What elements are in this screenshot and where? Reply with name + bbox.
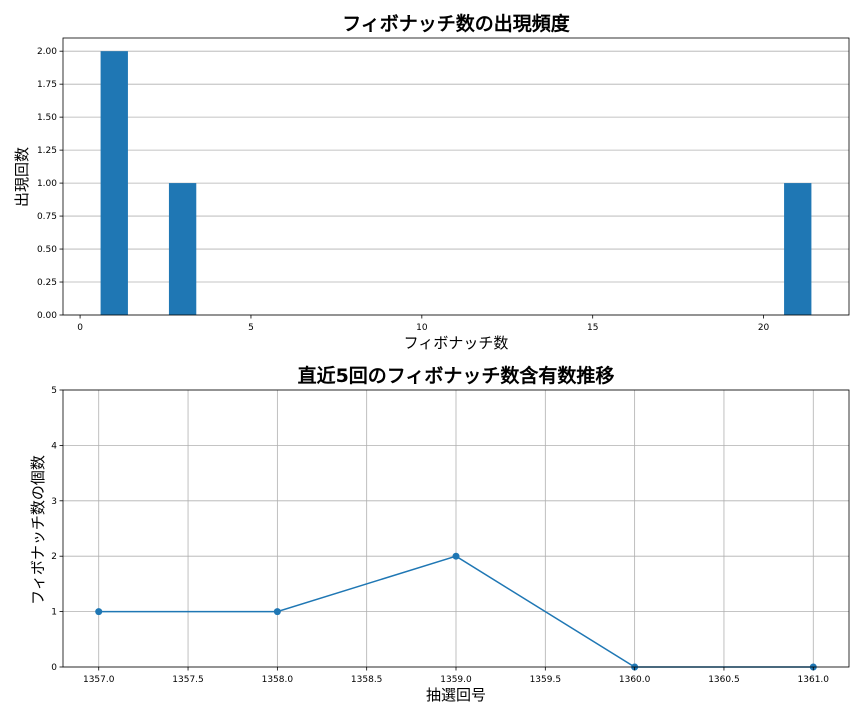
chart2-y-tick-label: 4 (51, 441, 57, 451)
chart1-bar (100, 51, 128, 315)
chart2-x-tick-label: 1360.5 (708, 675, 740, 685)
chart2-y-tick-label: 3 (51, 497, 57, 507)
chart2-x-ticks: 1357.0 1357.5 1358.0 1358.5 1359.0 1359.5 1360… (83, 667, 829, 685)
chart2-y-tick-label: 1 (51, 608, 57, 618)
chart2-data-point (452, 552, 460, 560)
chart1-x-ticks: 0 5 10 15 20 (77, 315, 770, 333)
chart1-y-tick-label: 1.50 (37, 113, 57, 123)
chart1-x-tick-label: 0 (77, 323, 83, 333)
chart2-gridlines (63, 389, 849, 668)
chart1-bar (168, 183, 197, 315)
chart2-y-axis-label: フィボナッチ数の個数 (29, 455, 47, 605)
chart1-x-tick-label: 5 (248, 323, 254, 333)
chart2-x-tick-label: 1358.5 (351, 675, 383, 685)
chart1-y-tick-label: 1.75 (37, 80, 57, 90)
chart1-plot-frame (62, 37, 850, 316)
chart1-x-tick-label: 20 (758, 323, 770, 333)
chart2-x-axis-label: 抽選回号 (426, 686, 486, 704)
chart2-x-tick-label: 1358.0 (262, 675, 294, 685)
chart1-title: フィボナッチ数の出現頻度 (342, 12, 571, 35)
chart2-data-point (95, 608, 103, 616)
chart1-y-tick-label: 1.25 (37, 146, 57, 156)
chart2-y-ticks: 0 1 2 3 4 5 (51, 386, 63, 673)
chart2-x-tick-label: 1357.5 (172, 675, 204, 685)
chart1-y-tick-label: 2.00 (37, 47, 57, 57)
chart1-x-tick-label: 15 (587, 323, 598, 333)
chart2-x-tick-label: 1360.0 (619, 675, 651, 685)
chart2-y-tick-label: 2 (51, 552, 57, 562)
chart2-x-tick-label: 1359.0 (440, 675, 472, 685)
chart1-y-tick-label: 0.00 (37, 311, 57, 321)
chart2-y-tick-label: 5 (51, 386, 57, 396)
chart1-x-tick-label: 10 (416, 323, 428, 333)
chart2-x-tick-label: 1361.0 (798, 675, 830, 685)
trend-line-chart: 直近5回のフィボナッチ数含有数推移 1357.0 1357.5 1358.0 1358… (29, 364, 850, 704)
frequency-bar-chart: フィボナッチ数の出現頻度 0 5 10 15 20 0.00 0.25 0.50 0.75 1.… (13, 12, 850, 352)
chart1-y-tick-label: 0.25 (37, 278, 57, 288)
chart1-x-axis-label: フィボナッチ数 (404, 334, 509, 352)
chart1-y-axis-label: 出現回数 (13, 147, 31, 207)
chart2-y-tick-label: 0 (51, 663, 57, 673)
chart2-data-point (273, 608, 281, 616)
chart1-y-tick-label: 0.75 (37, 212, 57, 222)
chart1-y-tick-label: 0.50 (37, 245, 57, 255)
chart2-x-tick-label: 1359.5 (530, 675, 562, 685)
chart1-bar (784, 183, 812, 315)
chart1-bars (100, 51, 812, 315)
chart2-title: 直近5回のフィボナッチ数含有数推移 (298, 364, 615, 387)
chart2-x-tick-label: 1357.0 (83, 675, 115, 685)
chart1-y-ticks: 0.00 0.25 0.50 0.75 1.00 1.25 1.50 1.75 2.00 (37, 47, 63, 321)
chart1-y-tick-label: 1.00 (37, 179, 57, 189)
